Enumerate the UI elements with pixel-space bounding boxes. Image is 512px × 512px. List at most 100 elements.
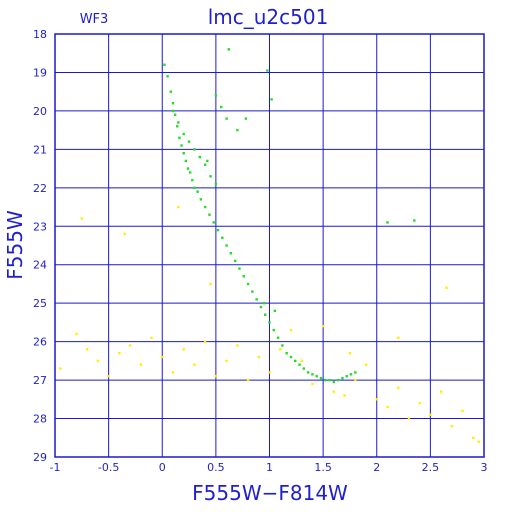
- data-point: [439, 390, 443, 393]
- y-tick-label: 26: [33, 336, 47, 349]
- y-tick-label: 19: [33, 66, 47, 79]
- data-point: [255, 298, 258, 301]
- data-point: [324, 378, 327, 382]
- data-point: [221, 236, 224, 240]
- y-tick-label: 18: [33, 28, 47, 41]
- data-point: [177, 205, 180, 209]
- data-point: [386, 405, 389, 409]
- data-point: [182, 132, 185, 136]
- x-tick-label: 0: [159, 461, 166, 474]
- data-point: [107, 375, 110, 378]
- data-point: [354, 378, 357, 382]
- data-point: [270, 98, 273, 101]
- x-axis-label: F555W−F814W: [192, 481, 348, 505]
- data-point: [336, 378, 340, 382]
- data-point: [341, 376, 344, 380]
- y-tick-labels: 18 19 20 21 22 23 24 25 26 27 28 29: [33, 28, 47, 464]
- x-tick-label: -1: [50, 461, 61, 474]
- data-point: [311, 373, 314, 376]
- data-point: [276, 336, 280, 339]
- data-point: [397, 386, 400, 389]
- data-point: [343, 394, 346, 397]
- y-tick-label: 25: [33, 297, 47, 310]
- data-point: [472, 436, 475, 439]
- data-point: [171, 371, 175, 374]
- data-point: [96, 359, 100, 363]
- data-point: [268, 371, 271, 374]
- data-point: [445, 286, 448, 289]
- y-tick-label: 29: [33, 451, 47, 464]
- data-point: [75, 332, 78, 336]
- data-point: [227, 48, 230, 51]
- data-point: [332, 380, 336, 384]
- data-point: [321, 325, 325, 328]
- data-point: [186, 167, 190, 170]
- data-point: [294, 359, 297, 363]
- data-point: [161, 355, 164, 359]
- data-point: [246, 378, 250, 382]
- y-axis-label: F555W: [3, 210, 27, 280]
- data-point: [196, 190, 199, 193]
- data-point: [214, 94, 218, 97]
- data-point: [429, 413, 432, 416]
- data-point: [209, 282, 212, 286]
- data-point: [163, 63, 166, 66]
- y-tick-label: 20: [33, 105, 47, 118]
- data-point: [216, 228, 220, 232]
- data-point: [193, 363, 196, 366]
- data-point: [233, 259, 237, 263]
- data-point: [477, 440, 480, 443]
- data-point: [166, 75, 169, 78]
- data-point: [375, 398, 378, 401]
- data-point: [203, 205, 207, 209]
- data-point: [173, 113, 177, 116]
- data-point: [220, 105, 223, 109]
- data-point: [59, 367, 62, 370]
- data-point: [259, 305, 263, 309]
- data-point: [349, 373, 353, 376]
- x-tick-label: -0.5: [98, 461, 119, 474]
- x-tick-labels: -1 -0.5 0 0.5 1 1.5 2 2.5 3: [50, 461, 488, 474]
- data-point: [85, 348, 89, 351]
- data-point: [242, 275, 245, 278]
- data-point: [184, 159, 188, 163]
- data-point: [225, 117, 228, 120]
- y-tick-label: 23: [33, 220, 47, 233]
- data-point: [364, 363, 368, 366]
- data-point: [203, 163, 207, 166]
- data-point: [413, 219, 416, 222]
- data-point: [418, 401, 421, 405]
- data-point: [182, 152, 185, 155]
- data-point: [193, 186, 196, 190]
- data-point: [289, 328, 293, 332]
- data-point: [150, 336, 153, 339]
- data-point: [266, 69, 269, 72]
- data-point: [128, 344, 132, 347]
- data-point: [285, 351, 288, 355]
- data-point: [193, 148, 196, 151]
- data-point: [176, 125, 179, 128]
- data-point: [302, 367, 306, 370]
- data-point: [279, 348, 282, 351]
- data-point: [386, 221, 389, 224]
- data-point: [328, 378, 331, 382]
- data-point: [225, 359, 228, 363]
- data-point: [139, 363, 142, 366]
- data-point: [236, 128, 239, 132]
- data-point: [348, 351, 352, 355]
- y-tick-label: 24: [33, 259, 47, 272]
- plot-frame: [54, 33, 485, 458]
- data-point: [238, 267, 241, 270]
- data-point: [272, 328, 275, 332]
- data-point: [80, 217, 84, 220]
- corner-label: WF3: [80, 12, 109, 27]
- data-point: [123, 232, 126, 236]
- data-point: [203, 340, 207, 343]
- data-point: [199, 198, 203, 201]
- data-point: [208, 213, 211, 216]
- x-tick-label: 0.5: [207, 461, 225, 474]
- data-point: [315, 375, 318, 378]
- data-point: [264, 313, 267, 316]
- x-tick-label: 2: [373, 461, 380, 474]
- data-point: [246, 282, 250, 286]
